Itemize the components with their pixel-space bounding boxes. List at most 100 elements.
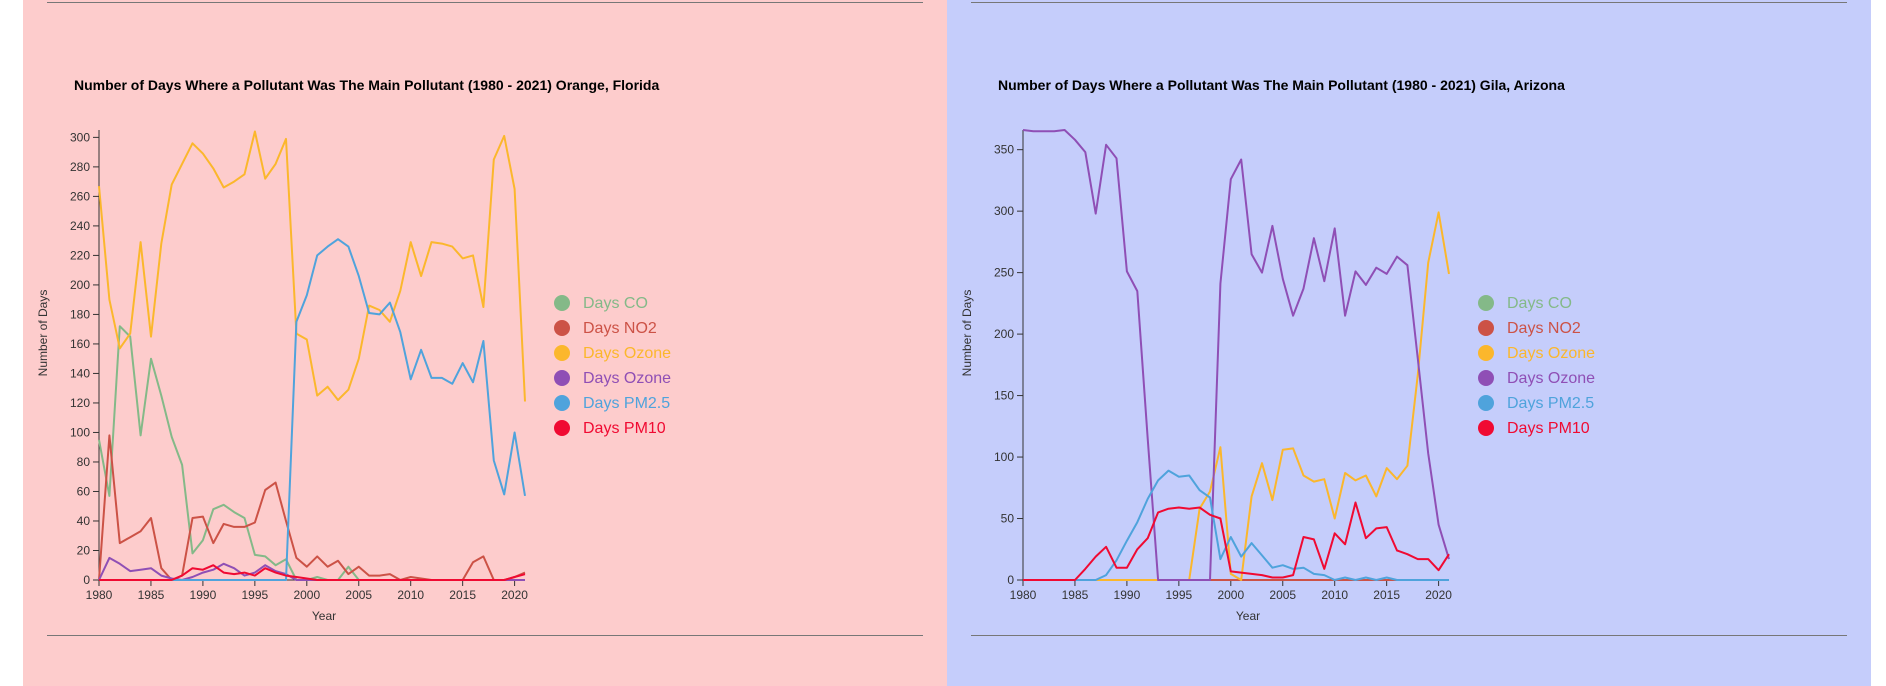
x-tick-label: 1995	[242, 588, 269, 602]
y-tick-label: 60	[77, 484, 91, 498]
y-tick-label: 220	[70, 248, 90, 262]
series-line-days-pm2-5-4	[1023, 469, 1449, 581]
y-tick-label: 260	[70, 189, 90, 203]
series-line-days-pm10-5	[1023, 501, 1450, 581]
y-tick-label: 250	[994, 266, 1014, 280]
bottom-divider	[971, 635, 1847, 636]
x-tick-label: 1990	[190, 588, 217, 602]
y-tick-label: 50	[1001, 512, 1015, 526]
legend-item[interactable]: Days CO	[1478, 295, 1572, 312]
y-tick-label: 100	[70, 425, 90, 439]
bottom-divider	[47, 635, 923, 636]
legend-label: Days CO	[1507, 295, 1572, 312]
x-tick-label: 2020	[1425, 588, 1452, 602]
top-divider	[971, 2, 1847, 3]
legend-label: Days Ozone	[583, 345, 671, 362]
legend-label: Days Ozone	[583, 370, 671, 387]
x-tick-label: 2020	[501, 588, 528, 602]
y-tick-label: 350	[994, 143, 1014, 157]
legend-item[interactable]: Days PM10	[554, 420, 666, 437]
y-tick-label: 300	[70, 130, 90, 144]
legend-label: Days PM10	[1507, 420, 1590, 437]
top-divider	[47, 2, 923, 3]
y-tick-label: 300	[994, 204, 1014, 218]
legend-swatch	[1478, 345, 1494, 361]
x-tick-label: 2000	[1217, 588, 1244, 602]
series-line-days-no2-1	[98, 434, 526, 581]
x-tick-label: 1995	[1166, 588, 1193, 602]
x-axis-label: Year	[312, 609, 336, 623]
y-tick-label: 100	[994, 450, 1014, 464]
legend-swatch	[554, 420, 570, 436]
legend-item[interactable]: Days PM2.5	[554, 395, 670, 412]
legend-item[interactable]: Days Ozone	[1478, 370, 1595, 387]
panel-gila-arizona: Number of Days Where a Pollutant Was The…	[947, 0, 1871, 686]
legend-swatch	[554, 320, 570, 336]
y-tick-label: 120	[70, 396, 90, 410]
legend-swatch	[554, 370, 570, 386]
x-tick-label: 2015	[1373, 588, 1400, 602]
y-tick-label: 150	[994, 389, 1014, 403]
y-tick-label: 160	[70, 337, 90, 351]
legend-label: Days CO	[583, 295, 648, 312]
chart-orange-florida: Number of Days Where a Pollutant Was The…	[36, 77, 671, 623]
x-tick-label: 2015	[449, 588, 476, 602]
legend-swatch	[1478, 320, 1494, 336]
legend-swatch	[1478, 395, 1494, 411]
legend-swatch	[1478, 420, 1494, 436]
y-tick-label: 180	[70, 307, 90, 321]
legend-item[interactable]: Days NO2	[554, 320, 657, 337]
x-tick-label: 1985	[1062, 588, 1089, 602]
chart-title: Number of Days Where a Pollutant Was The…	[74, 77, 659, 93]
legend-label: Days PM2.5	[583, 395, 670, 412]
y-axis-label: Number of Days	[960, 290, 974, 377]
legend-swatch	[554, 295, 570, 311]
x-tick-label: 1980	[1010, 588, 1037, 602]
legend-swatch	[554, 345, 570, 361]
y-tick-label: 0	[83, 573, 90, 587]
legend-label: Days PM2.5	[1507, 395, 1594, 412]
y-tick-label: 240	[70, 219, 90, 233]
series-line-days-pm2-5-4	[99, 238, 526, 581]
legend-label: Days NO2	[583, 320, 657, 337]
y-tick-label: 200	[994, 327, 1014, 341]
legend-item[interactable]: Days Ozone	[1478, 345, 1595, 362]
y-tick-label: 140	[70, 366, 90, 380]
series-line-days-pm10-5	[99, 564, 526, 581]
x-tick-label: 2010	[1321, 588, 1348, 602]
legend-label: Days Ozone	[1507, 370, 1595, 387]
y-tick-label: 280	[70, 160, 90, 174]
legend-item[interactable]: Days NO2	[1478, 320, 1581, 337]
legend-label: Days NO2	[1507, 320, 1581, 337]
legend-swatch	[554, 395, 570, 411]
legend-item[interactable]: Days Ozone	[554, 345, 671, 362]
y-tick-label: 40	[77, 514, 91, 528]
chart-gila-arizona: Number of Days Where a Pollutant Was The…	[960, 77, 1595, 623]
y-tick-label: 0	[1007, 573, 1014, 587]
x-tick-label: 1980	[86, 588, 113, 602]
y-tick-label: 20	[77, 543, 91, 557]
y-tick-label: 200	[70, 278, 90, 292]
x-tick-label: 2000	[293, 588, 320, 602]
legend-item[interactable]: Days Ozone	[554, 370, 671, 387]
y-tick-label: 80	[77, 455, 91, 469]
x-tick-label: 1990	[1114, 588, 1141, 602]
series-line-days-ozone-2	[1023, 211, 1450, 581]
legend-swatch	[1478, 370, 1494, 386]
x-tick-label: 2005	[1269, 588, 1296, 602]
legend-item[interactable]: Days PM2.5	[1478, 395, 1594, 412]
y-axis-label: Number of Days	[36, 290, 50, 377]
legend-item[interactable]: Days PM10	[1478, 420, 1590, 437]
legend-label: Days PM10	[583, 420, 666, 437]
series-line-days-ozone-2	[98, 130, 526, 402]
panel-orange-florida: Number of Days Where a Pollutant Was The…	[23, 0, 947, 686]
x-axis-label: Year	[1236, 609, 1260, 623]
x-tick-label: 1985	[138, 588, 165, 602]
legend-swatch	[1478, 295, 1494, 311]
x-tick-label: 2005	[345, 588, 372, 602]
x-tick-label: 2010	[397, 588, 424, 602]
legend-item[interactable]: Days CO	[554, 295, 648, 312]
chart-title: Number of Days Where a Pollutant Was The…	[998, 77, 1565, 93]
series-line-days-ozone-3	[1022, 129, 1450, 581]
legend-label: Days Ozone	[1507, 345, 1595, 362]
